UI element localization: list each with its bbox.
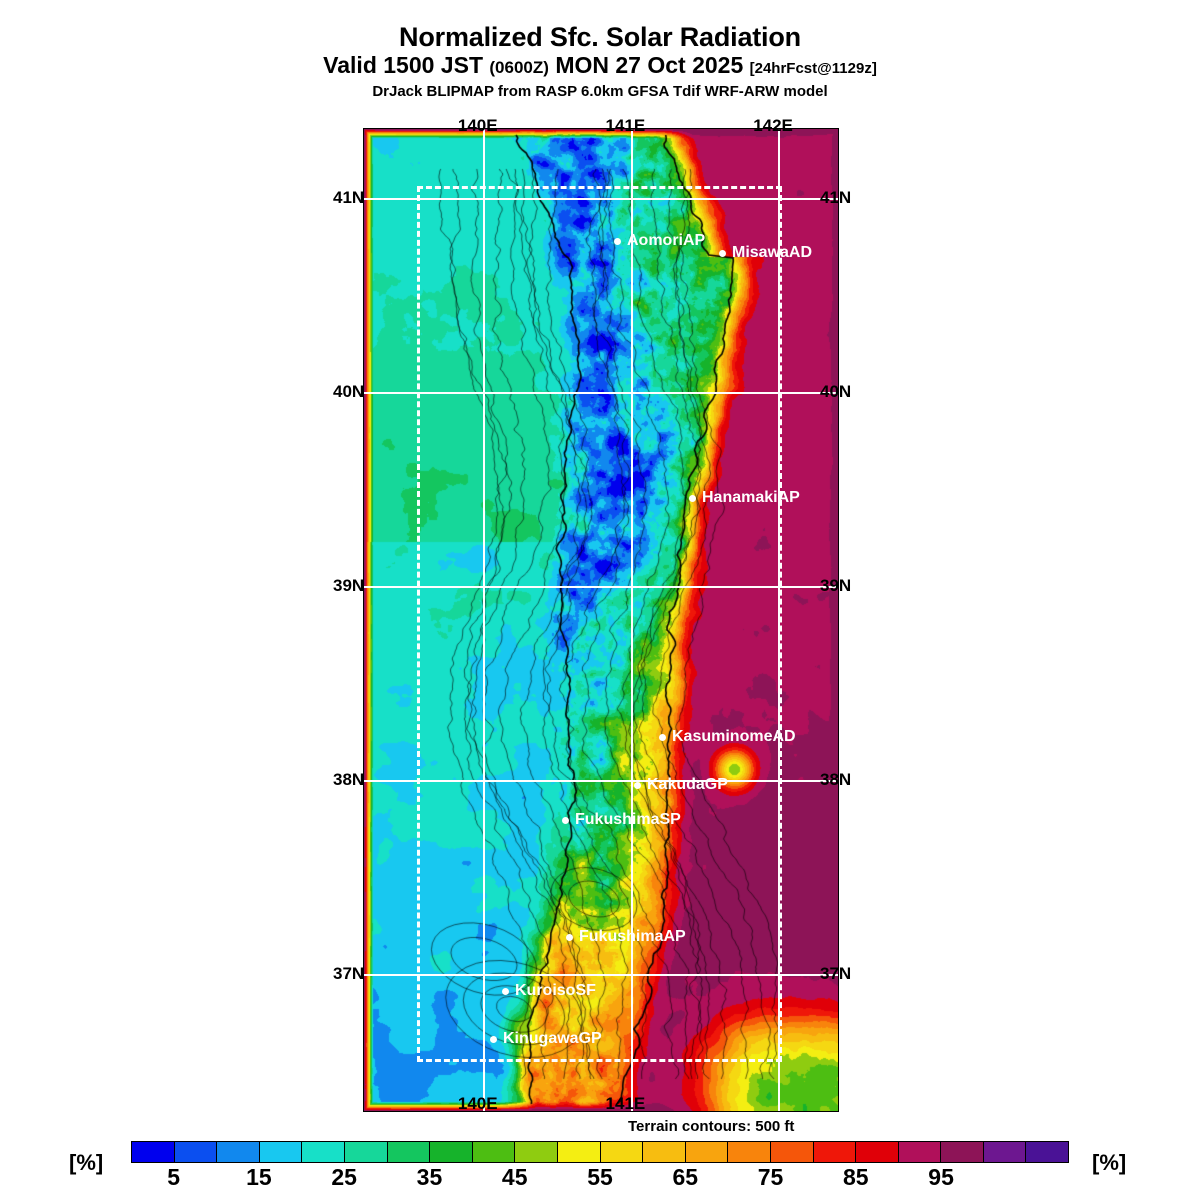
colorbar-swatch [813, 1142, 857, 1162]
station-dot-icon [502, 987, 509, 995]
inner-domain-box [417, 186, 782, 1062]
colorbar [131, 1141, 1069, 1163]
latitude-label-right: 39N [820, 576, 852, 596]
colorbar-swatch [685, 1142, 729, 1162]
title-block: Normalized Sfc. Solar Radiation Valid 15… [0, 22, 1200, 102]
colorbar-tick-label: 75 [757, 1164, 784, 1190]
colorbar-swatch [344, 1142, 388, 1162]
station-label: FukushimaSP [575, 811, 681, 828]
valid-time-prefix: Valid 1500 JST [323, 52, 483, 78]
map-plot-area: AomoriAP MisawaAD HanamakiAP KasuminomeAD Ka… [363, 128, 839, 1112]
station-label: KuroisoSF [515, 982, 596, 999]
station-dot-icon [719, 249, 726, 257]
latitude-gridline [364, 780, 838, 782]
colorbar-swatch [1026, 1142, 1069, 1162]
colorbar-tick-label: 15 [246, 1164, 272, 1190]
colorbar-swatch [515, 1142, 558, 1162]
longitude-label-top: 141E [605, 116, 646, 135]
colorbar-swatch [557, 1142, 601, 1162]
colorbar-swatch [856, 1142, 899, 1162]
colorbar-unit-right: [%] [1092, 1150, 1127, 1175]
station-marker: KinugawaGP [490, 1031, 602, 1047]
colorbar-tick-label: 25 [331, 1164, 357, 1190]
colorbar-tick-label: 65 [672, 1164, 699, 1190]
station-label: MisawaAD [732, 244, 813, 261]
colorbar-swatch [430, 1142, 473, 1162]
station-dot-icon [614, 237, 621, 245]
colorbar-swatch [259, 1142, 303, 1162]
latitude-label-left: 40N [333, 381, 365, 401]
longitude-label-bottom: 140E [457, 1094, 498, 1113]
station-label: AomoriAP [627, 232, 706, 249]
colorbar-swatch [302, 1142, 345, 1162]
latitude-label-left: 38N [333, 770, 365, 790]
colorbar-swatch [728, 1142, 771, 1162]
solar-radiation-field [364, 129, 838, 1111]
valid-date: MON 27 Oct 2025 [555, 52, 744, 78]
colorbar-tick-label: 35 [416, 1164, 443, 1190]
longitude-gridline [631, 129, 633, 1111]
latitude-label-left: 39N [333, 576, 365, 596]
station-marker: KakudaGP [634, 777, 728, 793]
longitude-gridline [778, 129, 780, 1111]
colorbar-swatch [174, 1142, 218, 1162]
longitude-label-bottom: 141E [605, 1094, 646, 1113]
station-dot-icon [566, 933, 573, 941]
latitude-gridline [364, 392, 838, 394]
station-marker: MisawaAD [719, 245, 812, 261]
model-line: DrJack BLIPMAP from RASP 6.0km GFSA Tdif… [372, 83, 828, 100]
station-marker: HanamakiAP [689, 490, 800, 506]
colorbar-tick-label: 95 [928, 1164, 954, 1190]
station-label: KakudaGP [647, 776, 728, 793]
colorbar-swatch [643, 1142, 686, 1162]
station-dot-icon [689, 494, 696, 502]
station-dot-icon [562, 816, 569, 824]
colorbar-swatch [770, 1142, 814, 1162]
colorbar-unit-left: [%] [69, 1150, 104, 1175]
colorbar-swatch [472, 1142, 516, 1162]
latitude-label-left: 37N [333, 964, 365, 984]
colorbar-tick-label: 5 [167, 1164, 181, 1190]
station-marker: AomoriAP [614, 233, 705, 249]
colorbar-swatch [600, 1142, 644, 1162]
longitude-gridline [483, 129, 485, 1111]
colorbar-swatch [217, 1142, 260, 1162]
longitude-label-top: 142E [753, 116, 793, 135]
latitude-gridline [364, 198, 838, 200]
valid-time-line: Valid 1500 JST (0600Z) MON 27 Oct 2025 [… [0, 52, 1200, 82]
station-marker: FukushimaSP [562, 812, 681, 828]
latitude-label-right: 41N [820, 187, 852, 207]
latitude-gridline [364, 586, 838, 588]
valid-time-utc: (0600Z) [489, 58, 549, 77]
page-title: Normalized Sfc. Solar Radiation [399, 22, 801, 52]
station-marker: FukushimaAP [566, 929, 686, 945]
colorbar-swatch [387, 1142, 431, 1162]
forecast-tag: [24hrFcst@1129z] [749, 60, 877, 77]
colorbar-swatch [983, 1142, 1027, 1162]
colorbar-swatch [941, 1142, 984, 1162]
longitude-label-top: 140E [457, 116, 498, 135]
latitude-gridline [364, 974, 838, 976]
station-dot-icon [659, 733, 666, 741]
colorbar-tick-label: 55 [587, 1164, 613, 1190]
station-dot-icon [634, 781, 641, 789]
latitude-label-left: 41N [333, 187, 365, 207]
map-overlay: AomoriAP MisawaAD HanamakiAP KasuminomeAD Ka… [364, 129, 838, 1111]
latitude-label-right: 38N [820, 770, 852, 790]
station-marker: KasuminomeAD [659, 729, 796, 745]
colorbar-swatch [898, 1142, 942, 1162]
colorbar-swatch [132, 1142, 175, 1162]
latitude-label-right: 40N [820, 381, 852, 401]
station-dot-icon [490, 1035, 497, 1043]
colorbar-tick-label: 45 [501, 1164, 528, 1190]
colorbar-tick-label: 85 [843, 1164, 869, 1190]
station-label: HanamakiAP [702, 489, 800, 506]
station-label: KinugawaGP [503, 1030, 602, 1047]
latitude-label-right: 37N [820, 964, 852, 984]
station-marker: KuroisoSF [502, 983, 596, 999]
terrain-contour-note: Terrain contours: 500 ft [628, 1118, 795, 1135]
station-label: KasuminomeAD [672, 728, 796, 745]
station-label: FukushimaAP [579, 928, 686, 945]
